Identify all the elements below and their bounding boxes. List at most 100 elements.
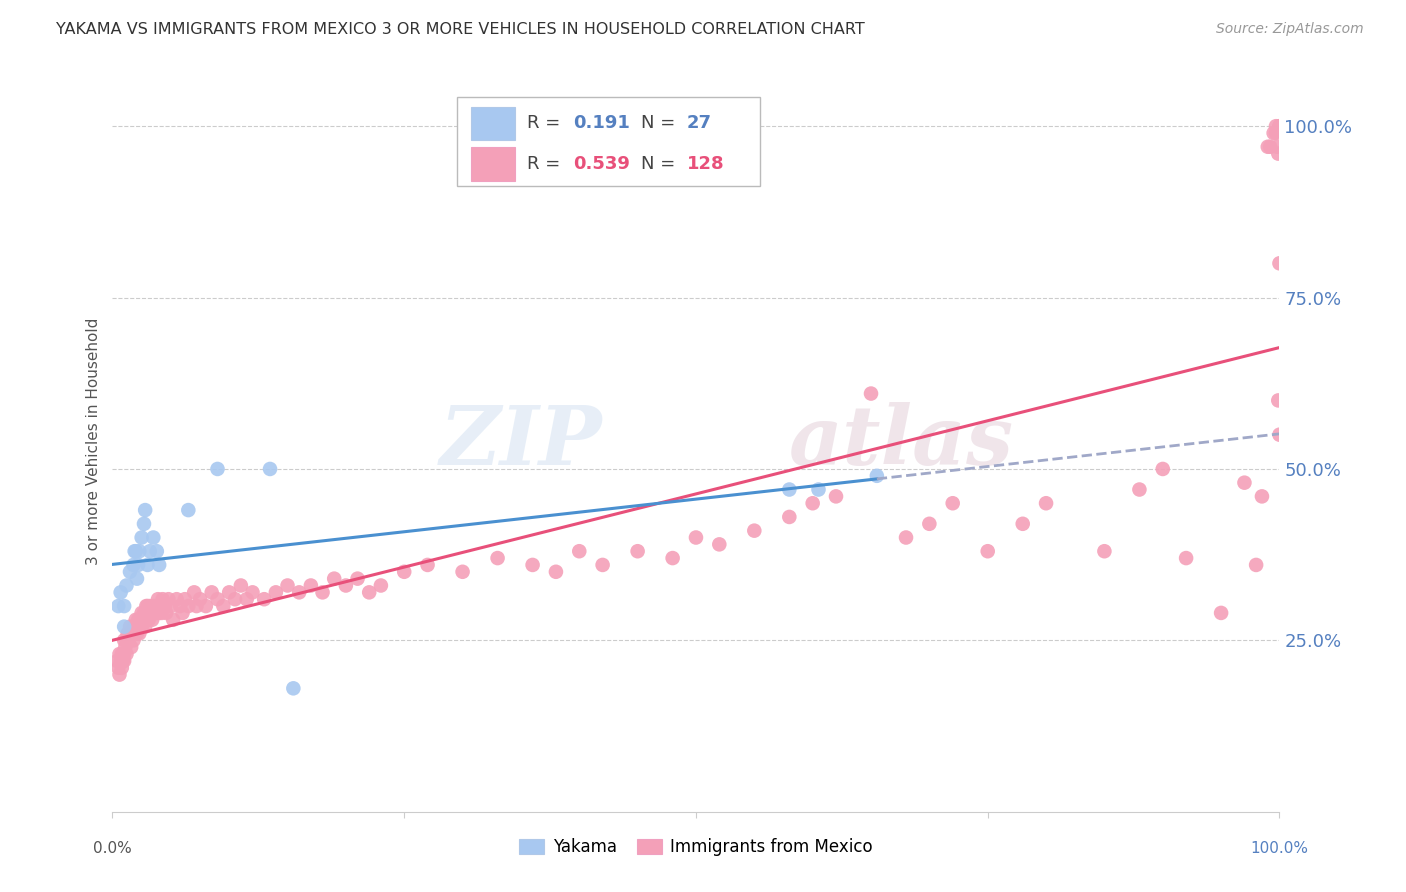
Point	[1244, 558, 1267, 572]
Point	[128, 626, 150, 640]
Point	[866, 468, 889, 483]
Point	[172, 606, 194, 620]
Point	[112, 647, 135, 661]
Point	[108, 667, 131, 681]
FancyBboxPatch shape	[471, 106, 515, 140]
Point	[825, 489, 848, 503]
Point	[125, 572, 148, 586]
Point	[1265, 140, 1288, 154]
Point	[224, 592, 246, 607]
Point	[1268, 256, 1291, 270]
Text: 128: 128	[686, 155, 724, 173]
Text: R =: R =	[527, 114, 565, 132]
Point	[136, 558, 159, 572]
Point	[1265, 126, 1288, 140]
Point	[138, 613, 160, 627]
Point	[1263, 126, 1285, 140]
Point	[778, 510, 800, 524]
Point	[166, 592, 188, 607]
Point	[276, 578, 298, 592]
Point	[661, 551, 683, 566]
Point	[242, 585, 264, 599]
Point	[177, 503, 200, 517]
Point	[451, 565, 474, 579]
Legend: Yakama, Immigrants from Mexico: Yakama, Immigrants from Mexico	[513, 831, 879, 863]
Point	[127, 613, 149, 627]
Point	[346, 572, 368, 586]
Point	[148, 606, 170, 620]
Point	[118, 619, 141, 633]
Point	[592, 558, 614, 572]
Point	[744, 524, 766, 538]
Point	[288, 585, 311, 599]
Point	[283, 681, 305, 696]
Point	[894, 531, 917, 545]
Point	[146, 544, 169, 558]
Point	[121, 626, 143, 640]
Point	[112, 633, 135, 648]
Point	[117, 626, 139, 640]
Point	[918, 516, 941, 531]
Point	[153, 599, 176, 613]
FancyBboxPatch shape	[457, 97, 761, 186]
Point	[145, 599, 167, 613]
Point	[778, 483, 800, 497]
Text: atlas: atlas	[789, 401, 1015, 482]
Point	[118, 633, 141, 648]
Text: 0.191: 0.191	[574, 114, 630, 132]
Point	[132, 613, 155, 627]
Point	[125, 613, 148, 627]
Point	[139, 599, 162, 613]
Point	[152, 592, 174, 607]
Point	[122, 633, 145, 648]
Point	[118, 565, 141, 579]
Point	[146, 606, 169, 620]
FancyBboxPatch shape	[471, 147, 515, 180]
Point	[115, 633, 138, 648]
Y-axis label: 3 or more Vehicles in Household: 3 or more Vehicles in Household	[86, 318, 101, 566]
Text: R =: R =	[527, 155, 565, 173]
Point	[108, 647, 131, 661]
Point	[157, 592, 180, 607]
Point	[112, 654, 135, 668]
Point	[114, 640, 136, 655]
Text: YAKAMA VS IMMIGRANTS FROM MEXICO 3 OR MORE VEHICLES IN HOUSEHOLD CORRELATION CHA: YAKAMA VS IMMIGRANTS FROM MEXICO 3 OR MO…	[56, 22, 865, 37]
Point	[120, 640, 142, 655]
Point	[149, 599, 172, 613]
Point	[160, 599, 183, 613]
Point	[136, 606, 159, 620]
Point	[125, 626, 148, 640]
Point	[112, 599, 135, 613]
Point	[1209, 606, 1232, 620]
Point	[122, 619, 145, 633]
Point	[124, 626, 146, 640]
Point	[134, 503, 156, 517]
Point	[134, 619, 156, 633]
Point	[229, 578, 252, 592]
Point	[128, 544, 150, 558]
Point	[132, 606, 155, 620]
Point	[218, 585, 240, 599]
Point	[105, 654, 128, 668]
Point	[125, 619, 148, 633]
Point	[486, 551, 509, 566]
Point	[1268, 119, 1291, 133]
Point	[335, 578, 357, 592]
Point	[132, 516, 155, 531]
Text: 0.539: 0.539	[574, 155, 630, 173]
Point	[416, 558, 439, 572]
Point	[1251, 489, 1274, 503]
Point	[1094, 544, 1116, 558]
Point	[522, 558, 544, 572]
Point	[1233, 475, 1256, 490]
Point	[115, 578, 138, 592]
Point	[115, 647, 138, 661]
Point	[201, 585, 224, 599]
Point	[253, 592, 276, 607]
Point	[942, 496, 965, 510]
Text: Source: ZipAtlas.com: Source: ZipAtlas.com	[1216, 22, 1364, 37]
Point	[311, 585, 333, 599]
Point	[141, 613, 163, 627]
Point	[188, 592, 211, 607]
Point	[1128, 483, 1150, 497]
